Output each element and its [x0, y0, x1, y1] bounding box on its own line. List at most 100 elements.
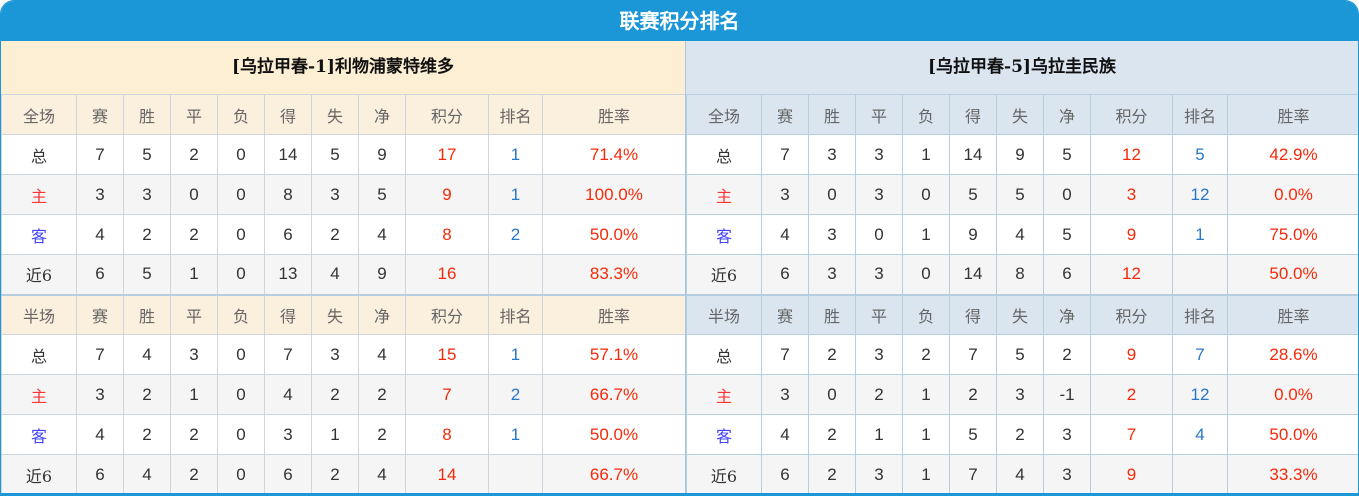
cell-stat: 4: [761, 414, 809, 455]
cell-stat: 0: [808, 374, 856, 415]
column-header: 负: [902, 94, 950, 135]
cell-stat: 2: [949, 374, 997, 415]
column-header: 净: [358, 94, 406, 135]
row-label: 总: [1, 334, 77, 375]
column-header: 排名: [1172, 293, 1228, 335]
row-label: 总: [686, 334, 762, 375]
cell-rate: 33.3%: [1227, 454, 1358, 493]
cell-rate: 66.7%: [542, 374, 686, 415]
team-name: [乌拉甲春-1]利物浦蒙特维多: [1, 41, 685, 94]
cell-rank: 4: [1172, 414, 1228, 455]
cell-stat: 6: [1043, 254, 1091, 295]
table-row: 主 3 0 2 1 2 3 -1 2 12 0.0%: [686, 374, 1358, 415]
cell-stat: 2: [1043, 334, 1091, 375]
row-label: 近6: [686, 254, 762, 295]
cell-stat: 2: [170, 454, 218, 493]
cell-stat: 2: [855, 374, 903, 415]
cell-stat: 2: [123, 214, 171, 255]
cell-rank: 1: [488, 174, 543, 215]
cell-rate: 71.4%: [542, 134, 686, 175]
cell-rank: 1: [488, 414, 543, 455]
cell-stat: 3: [761, 374, 809, 415]
cell-stat: 3: [170, 334, 218, 375]
cell-stat: 7: [264, 334, 312, 375]
cell-rank: 1: [1172, 214, 1228, 255]
cell-stat: 5: [311, 134, 359, 175]
cell-stat: 2: [902, 334, 950, 375]
column-header: 得: [949, 94, 997, 135]
table-row: 客 4 2 2 0 3 1 2 8 1 50.0%: [1, 414, 686, 455]
cell-stat: 7: [76, 134, 124, 175]
column-header: 负: [902, 293, 950, 335]
column-header: 失: [996, 293, 1044, 335]
column-header: 净: [1043, 94, 1091, 135]
cell-stat: 1: [170, 374, 218, 415]
cell-stat: 3: [76, 374, 124, 415]
team-name: [乌拉甲春-5]乌拉圭民族: [686, 41, 1358, 94]
column-header: 赛: [76, 293, 124, 335]
cell-stat: 2: [170, 214, 218, 255]
cell-stat: 4: [761, 214, 809, 255]
column-header: 排名: [1172, 94, 1228, 135]
row-label: 主: [1, 374, 77, 415]
cell-stat: 8: [996, 254, 1044, 295]
cell-stat: 3: [761, 174, 809, 215]
cell-stat: 5: [123, 134, 171, 175]
cell-rank: [488, 454, 543, 493]
column-header: 排名: [488, 94, 543, 135]
section-label: 半场: [686, 293, 762, 335]
cell-stat: 2: [311, 454, 359, 493]
cell-stat: 4: [358, 214, 406, 255]
row-label: 近6: [1, 454, 77, 493]
cell-stat: 5: [996, 174, 1044, 215]
cell-stat: 8: [264, 174, 312, 215]
away-team-pane: [乌拉甲春-5]乌拉圭民族 全场赛胜平负得失净积分 排名 胜率总 7 3 3 1 14 9 5 12 5…: [685, 41, 1358, 493]
column-header: 失: [311, 293, 359, 335]
cell-stat: 5: [1043, 214, 1091, 255]
table-row: 总 7 5 2 0 14 5 9 17 1 71.4%: [1, 134, 686, 175]
cell-rate: 75.0%: [1227, 214, 1358, 255]
column-header: 得: [264, 293, 312, 335]
table-row: 主 3 3 0 0 8 3 5 9 1 100.0%: [1, 174, 686, 215]
cell-stat: 3: [855, 254, 903, 295]
cell-stat: 1: [902, 214, 950, 255]
cell-stat: 9: [949, 214, 997, 255]
table-row: 近6 6 2 3 1 7 4 3 9 33.3%: [686, 454, 1358, 493]
standings-table: 全场赛胜平负得失净积分 排名 胜率总 7 5 2 0 14 5 9 17 1 71.4% 主 3 3 0 0 8 3 5…: [1, 94, 686, 493]
column-header: 负: [217, 94, 265, 135]
column-header: 胜: [123, 94, 171, 135]
cell-stat: 14: [949, 254, 997, 295]
section-label: 全场: [1, 94, 77, 135]
cell-stat: 1: [902, 374, 950, 415]
column-header: 失: [996, 94, 1044, 135]
cell-stat: 4: [358, 334, 406, 375]
cell-rank: [1172, 254, 1228, 295]
cell-stat: 4: [76, 414, 124, 455]
cell-stat: 0: [217, 454, 265, 493]
section-label: 半场: [1, 293, 77, 335]
cell-stat: 1: [902, 414, 950, 455]
team-panes: [乌拉甲春-1]利物浦蒙特维多 全场赛胜平负得失净积分 排名 胜率总 7 5 2 0 14 5 9 1…: [1, 41, 1358, 493]
cell-stat: 5: [123, 254, 171, 295]
cell-rate: 83.3%: [542, 254, 686, 295]
cell-stat: 5: [358, 174, 406, 215]
cell-stat: 0: [217, 254, 265, 295]
cell-stat: 14: [264, 134, 312, 175]
table-row: 主 3 0 3 0 5 5 0 3 12 0.0%: [686, 174, 1358, 215]
cell-stat: 4: [311, 254, 359, 295]
cell-pts: 15: [405, 334, 489, 375]
cell-rank: 12: [1172, 174, 1228, 215]
cell-stat: 0: [217, 374, 265, 415]
cell-stat: 3: [76, 174, 124, 215]
cell-stat: 2: [808, 334, 856, 375]
cell-stat: 0: [217, 174, 265, 215]
column-header: 得: [949, 293, 997, 335]
cell-stat: 3: [311, 334, 359, 375]
cell-stat: 7: [949, 334, 997, 375]
cell-rank: 2: [488, 374, 543, 415]
cell-stat: 6: [76, 454, 124, 493]
cell-stat: 7: [949, 454, 997, 493]
table-row: 客 4 3 0 1 9 4 5 9 1 75.0%: [686, 214, 1358, 255]
column-header: 胜率: [542, 293, 686, 335]
row-label: 客: [1, 214, 77, 255]
